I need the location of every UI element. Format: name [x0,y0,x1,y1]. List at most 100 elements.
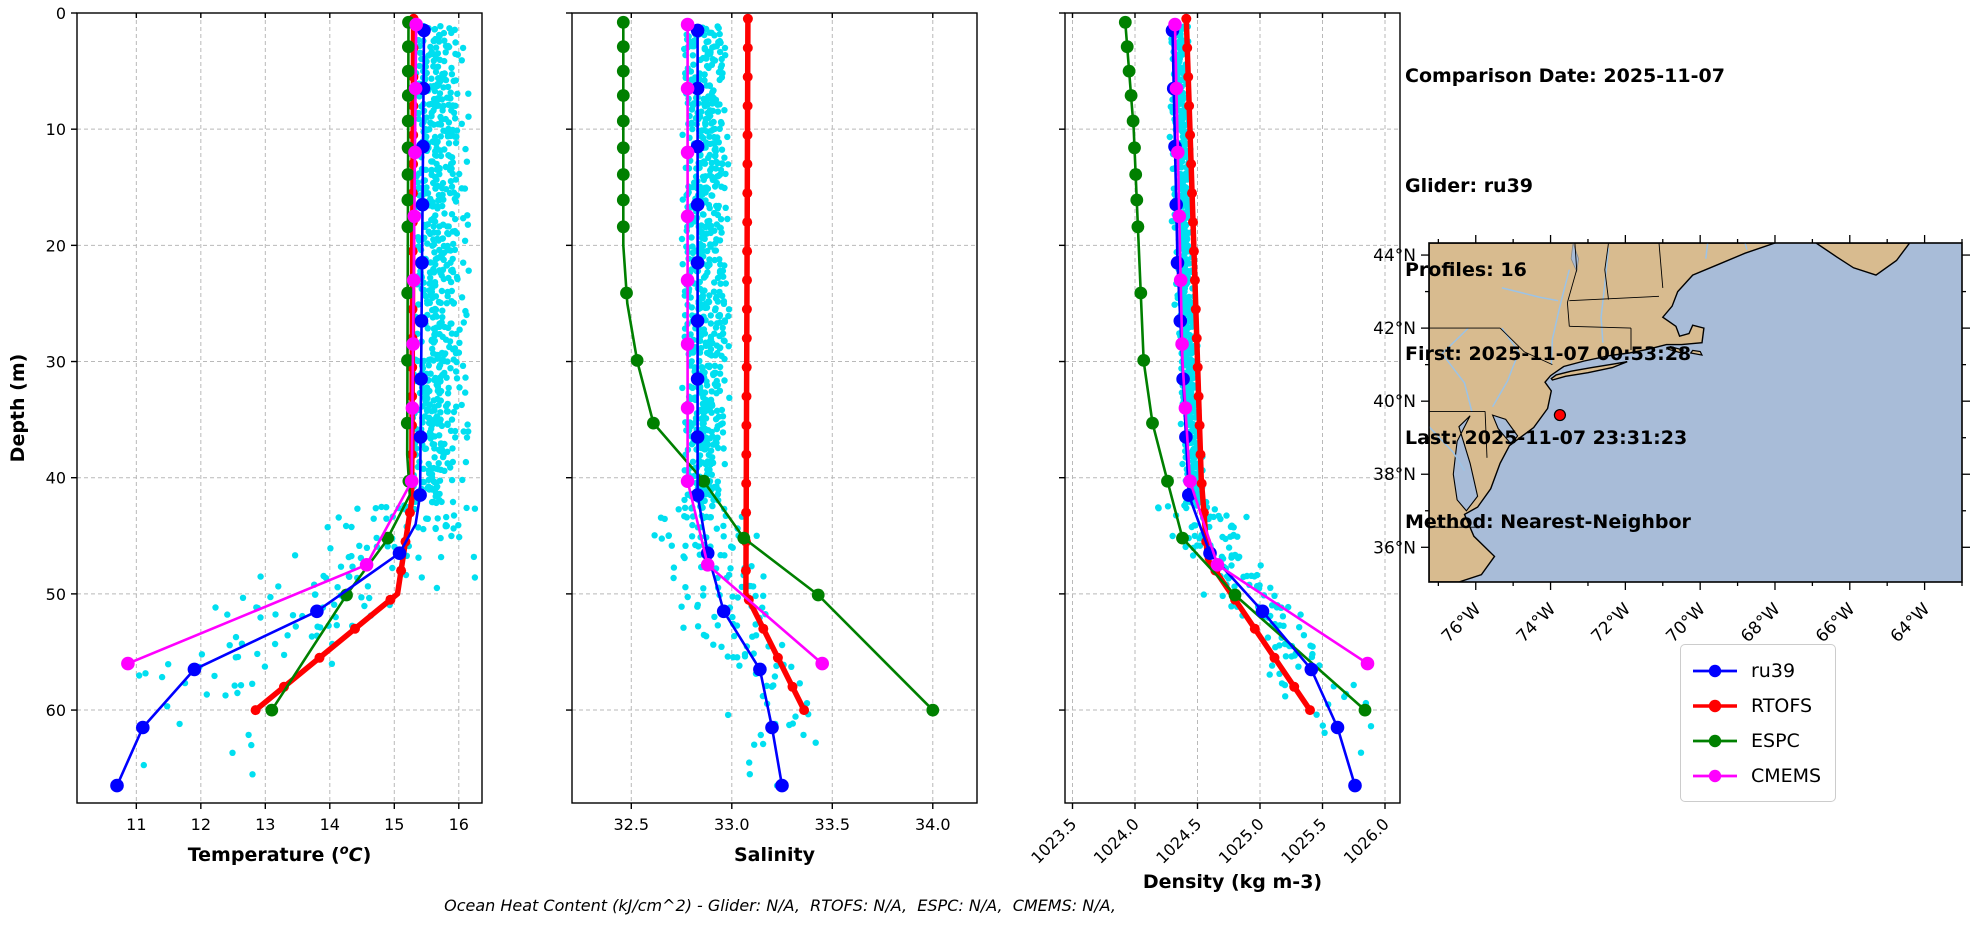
profiles-count: Profiles: 16 [1405,259,1527,281]
xtick-label: 1024.5 [1152,814,1205,867]
xlabel-temperature: Temperature (oC) [188,843,372,866]
map-river [1491,327,1520,408]
map-river [1429,426,1466,471]
legend-swatch-RTOFS [1693,699,1737,712]
ESPC-line-density [1123,18,1366,712]
tick-labels-temperature: 11 12 13 14 15 16 0 10 20 30 40 50 60 [46,4,469,834]
depth-tick-label: 30 [46,353,66,372]
map-lon-label: 64°W [1887,599,1934,646]
legend: ru39 RTOFS ESPC CMEMS [1680,644,1837,802]
legend-label-ESPC: ESPC [1751,729,1800,752]
map-bay [1491,414,1519,446]
CMEMS-line-density [1173,24,1369,665]
RTOFS-markers-salinity [740,13,810,716]
ru39-markers-temperature [110,23,431,793]
panel-salinity: 32.5 33.0 33.5 34.0 Salinity [566,12,978,866]
map-lon-label: 68°W [1737,599,1784,646]
location-map: 76°W 74°W 72°W 70°W 68°W 66°W 64°W 44°N 42°N 40°N… [1373,235,1970,647]
xtick-label: 1024.0 [1090,814,1143,867]
xtick-label: 32.5 [613,815,649,834]
xtick-label: 33.5 [814,815,850,834]
map-lon-label: 70°W [1662,599,1709,646]
map-lat-label: 40°N [1373,392,1416,412]
legend-item-RTOFS: RTOFS [1691,688,1821,723]
xtick-label: 15 [384,815,404,834]
RTOFS-markers-temperature [250,13,419,716]
xtick-label: 11 [126,815,146,834]
comparison-date: Comparison Date: 2025-11-07 [1405,65,1725,87]
ticks-density [1059,12,1386,809]
depth-tick-label: 40 [46,469,66,488]
map-state-border [1569,325,1632,329]
map-land [1429,243,1776,582]
tick-labels-salinity: 32.5 33.0 33.5 34.0 [613,815,950,834]
map-state-border [1569,295,1660,302]
map-river [1441,327,1473,413]
grid-density [1065,13,1400,803]
map-land [1550,361,1628,381]
depth-tick-label: 50 [46,585,66,604]
xtick-label: 33.0 [714,815,750,834]
legend-label-CMEMS: CMEMS [1751,764,1822,787]
ESPC-markers-temperature [265,15,416,717]
map-state-border [1566,243,1578,327]
RTOFS-line-salinity [743,18,807,712]
glider-scatter-salinity [651,23,819,789]
legend-item-ESPC: ESPC [1691,723,1821,758]
legend-item-CMEMS: CMEMS [1691,758,1821,793]
legend-label-RTOFS: RTOFS [1751,694,1813,717]
ESPC-markers-density [1118,15,1372,717]
CMEMS-line-salinity [686,24,824,665]
ticks-temperature [71,12,460,809]
tick-labels-density: 1023.5 1024.0 1024.5 1025.0 1025.5 1026.0 [1027,814,1393,867]
legend-swatch-ESPC [1693,734,1737,747]
axes-frame-temperature [76,12,483,804]
xtick-label: 1026.0 [1340,814,1393,867]
glider-name: Glider: ru39 [1405,175,1534,197]
panel-temperature: 11 12 13 14 15 16 0 10 20 30 40 50 60 Temperature (oC… [46,4,483,866]
legend-label-ru39: ru39 [1751,659,1796,682]
CMEMS-markers-temperature [121,17,424,671]
ylabel-depth: Depth (m) [7,354,29,463]
ESPC-markers-salinity [616,15,940,717]
legend-swatch-CMEMS [1693,769,1737,782]
xtick-label: 1025.5 [1277,814,1330,867]
map-lon-label: 66°W [1812,599,1859,646]
xlabel-density: Density (kg m-3) [1143,871,1322,893]
map-state-border [1658,243,1664,288]
map-island [1689,349,1704,356]
CMEMS-markers-salinity [680,17,829,671]
CMEMS-markers-density [1168,17,1375,671]
grid-salinity [572,13,977,803]
map-lat-label: 42°N [1373,319,1416,339]
map-lon-label: 72°W [1588,599,1635,646]
last-profile-time: Last: 2025-11-07 23:31:23 [1405,427,1688,449]
xtick-label: 1023.5 [1027,814,1080,867]
map-lat-label: 36°N [1373,538,1416,558]
legend-swatch-ru39 [1693,664,1737,677]
xtick-label: 14 [320,815,340,834]
depth-tick-label: 10 [46,120,66,139]
map-lat-label: 38°N [1373,465,1416,485]
panel-density: 1023.5 1024.0 1024.5 1025.0 1025.5 1026.0 Dens… [1027,12,1401,893]
glider-scatter-temperature [136,22,479,778]
ru39-line-temperature [115,30,426,787]
method: Method: Nearest-Neighbor [1405,511,1691,533]
comparison-info: Comparison Date: 2025-11-07 Glider: ru39… [1405,6,1725,592]
xtick-label: 16 [449,815,469,834]
xtick-label: 1025.0 [1215,814,1268,867]
axes-frame-salinity [571,12,978,804]
xtick-label: 12 [191,815,211,834]
map-lon-label: 74°W [1513,599,1560,646]
xlabel-salinity: Salinity [734,844,816,866]
map-river [1744,243,1748,250]
map-lat-label: 44°N [1373,246,1416,266]
map-frame [1428,242,1963,583]
RTOFS-markers-density [1181,13,1315,716]
ESPC-line-temperature [270,18,412,711]
map-river [1550,269,1571,365]
depth-tick-label: 60 [46,701,66,720]
axes-frame-density [1064,12,1401,804]
